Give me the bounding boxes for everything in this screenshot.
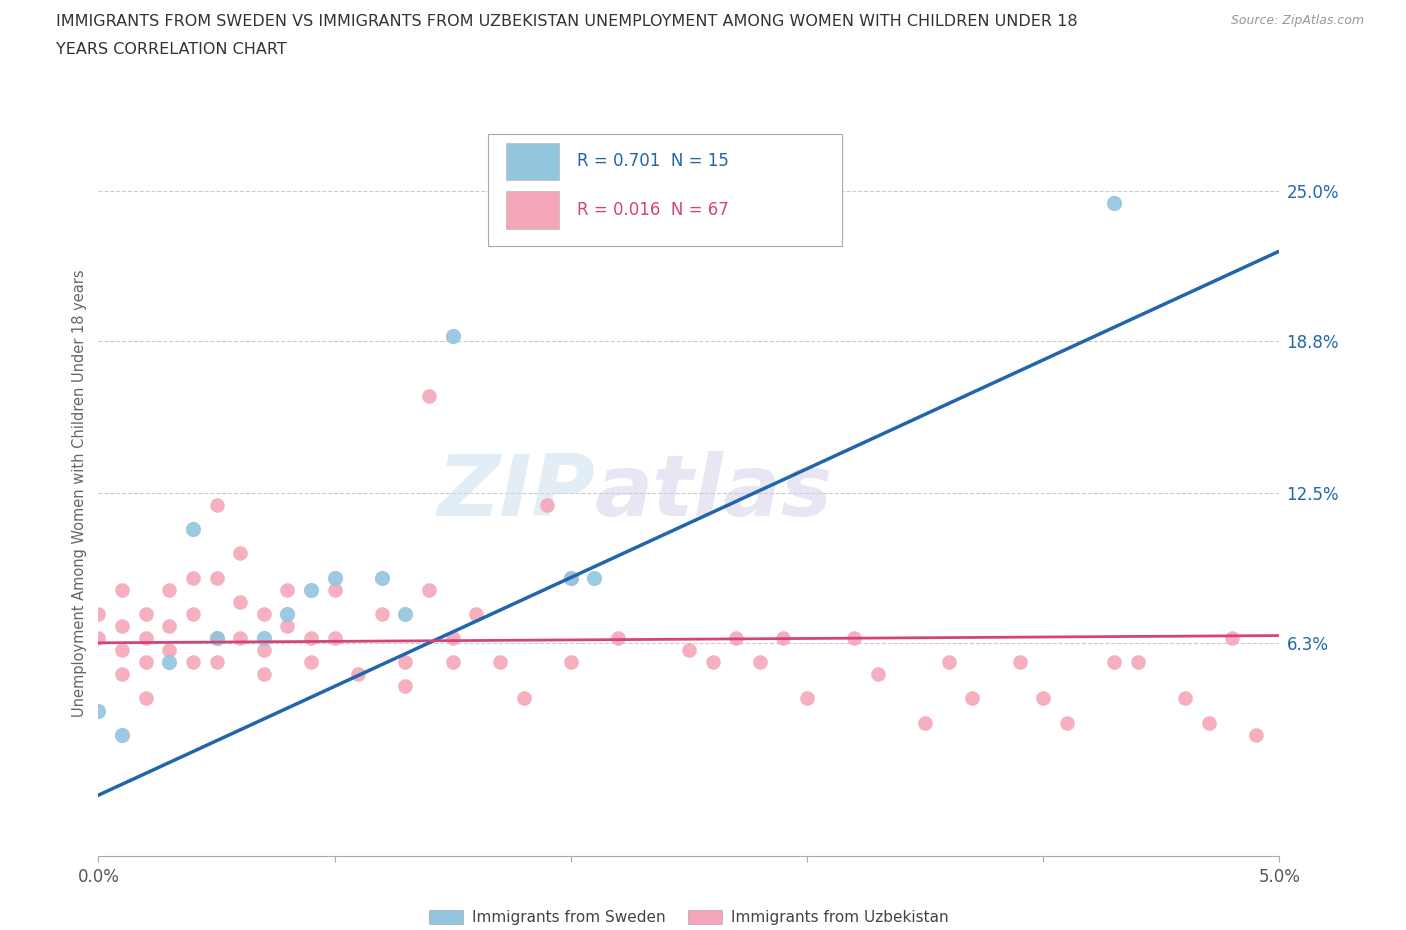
Point xyxy=(205,631,228,645)
Point xyxy=(299,631,322,645)
Point xyxy=(371,606,394,621)
Text: IMMIGRANTS FROM SWEDEN VS IMMIGRANTS FROM UZBEKISTAN UNEMPLOYMENT AMONG WOMEN WI: IMMIGRANTS FROM SWEDEN VS IMMIGRANTS FRO… xyxy=(56,14,1078,29)
Point xyxy=(205,655,228,670)
Point xyxy=(111,643,134,658)
Point xyxy=(181,606,204,621)
Point xyxy=(87,631,110,645)
Point xyxy=(1056,715,1078,730)
Point xyxy=(512,691,534,706)
Point xyxy=(418,389,440,404)
Point xyxy=(938,655,960,670)
Point xyxy=(583,570,606,585)
Point xyxy=(441,328,464,343)
Point xyxy=(560,570,582,585)
Point xyxy=(135,631,157,645)
Point xyxy=(135,606,157,621)
Text: YEARS CORRELATION CHART: YEARS CORRELATION CHART xyxy=(56,42,287,57)
Point xyxy=(1126,655,1149,670)
Point xyxy=(157,618,180,633)
Point xyxy=(1198,715,1220,730)
Point xyxy=(489,655,512,670)
FancyBboxPatch shape xyxy=(506,192,560,229)
Text: atlas: atlas xyxy=(595,451,832,535)
Text: R = 0.016  N = 67: R = 0.016 N = 67 xyxy=(576,201,728,219)
Point xyxy=(465,606,488,621)
Point xyxy=(157,643,180,658)
Point xyxy=(229,631,252,645)
Point xyxy=(1008,655,1031,670)
Point xyxy=(229,546,252,561)
Point xyxy=(111,667,134,682)
FancyBboxPatch shape xyxy=(488,134,842,246)
Point xyxy=(253,606,276,621)
Point xyxy=(418,582,440,597)
Point xyxy=(181,522,204,537)
Point xyxy=(560,655,582,670)
Point xyxy=(205,631,228,645)
Point xyxy=(866,667,889,682)
Point xyxy=(111,582,134,597)
Point xyxy=(157,655,180,670)
Point xyxy=(205,498,228,512)
Point xyxy=(371,570,394,585)
Point xyxy=(441,631,464,645)
Point xyxy=(276,582,298,597)
Point xyxy=(441,655,464,670)
Point xyxy=(181,655,204,670)
Point xyxy=(253,631,276,645)
Point xyxy=(1174,691,1197,706)
Text: ZIP: ZIP xyxy=(437,451,595,535)
Point xyxy=(772,631,794,645)
FancyBboxPatch shape xyxy=(506,142,560,180)
Point xyxy=(87,703,110,718)
Point xyxy=(394,679,416,694)
Point xyxy=(276,618,298,633)
Point xyxy=(1032,691,1054,706)
Point xyxy=(914,715,936,730)
Point xyxy=(1220,631,1243,645)
Point xyxy=(536,498,558,512)
Point xyxy=(607,631,630,645)
Text: R = 0.701  N = 15: R = 0.701 N = 15 xyxy=(576,153,728,170)
Text: Source: ZipAtlas.com: Source: ZipAtlas.com xyxy=(1230,14,1364,27)
Point xyxy=(678,643,700,658)
Point xyxy=(796,691,818,706)
Point xyxy=(276,606,298,621)
Legend: Immigrants from Sweden, Immigrants from Uzbekistan: Immigrants from Sweden, Immigrants from … xyxy=(423,904,955,930)
Point xyxy=(181,570,204,585)
Point xyxy=(347,667,370,682)
Point xyxy=(394,606,416,621)
Point xyxy=(135,691,157,706)
Point xyxy=(135,655,157,670)
Point xyxy=(1102,195,1125,210)
Point xyxy=(323,631,346,645)
Point xyxy=(323,582,346,597)
Point xyxy=(560,570,582,585)
Point xyxy=(962,691,984,706)
Point xyxy=(111,727,134,742)
Point xyxy=(157,582,180,597)
Point xyxy=(253,643,276,658)
Point xyxy=(323,570,346,585)
Point xyxy=(253,667,276,682)
Point xyxy=(87,606,110,621)
Point xyxy=(299,655,322,670)
Point xyxy=(844,631,866,645)
Point xyxy=(1102,655,1125,670)
Point xyxy=(205,570,228,585)
Point xyxy=(111,618,134,633)
Point xyxy=(229,594,252,609)
Point xyxy=(1244,727,1267,742)
Point xyxy=(702,655,724,670)
Point xyxy=(725,631,748,645)
Point xyxy=(748,655,770,670)
Y-axis label: Unemployment Among Women with Children Under 18 years: Unemployment Among Women with Children U… xyxy=(72,269,87,717)
Point xyxy=(299,582,322,597)
Point xyxy=(394,655,416,670)
